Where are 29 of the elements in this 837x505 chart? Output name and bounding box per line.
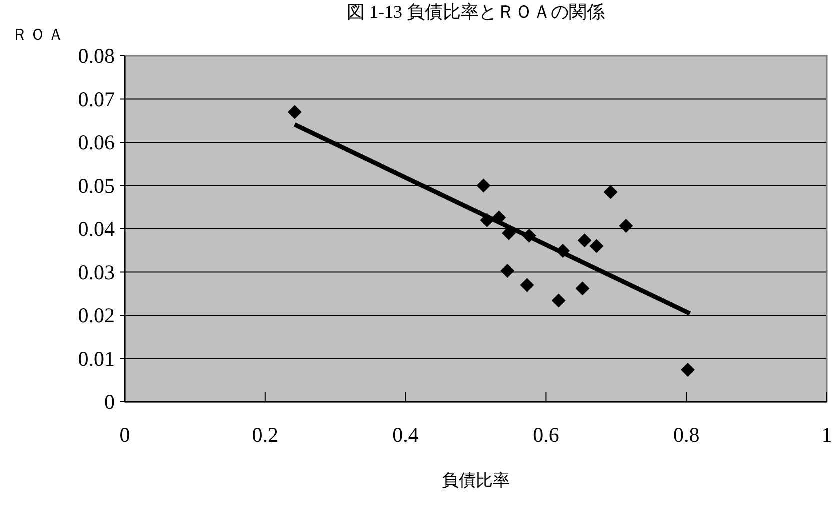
y-tick-label: 0.01 (78, 346, 115, 371)
point (476, 178, 491, 193)
x-tick-label: 0.2 (252, 423, 279, 447)
point (619, 218, 634, 233)
point (520, 278, 534, 292)
x-tick-label: 0.8 (673, 423, 700, 447)
point (576, 282, 590, 296)
y-tick-label: 0.03 (78, 260, 115, 284)
y-tick-label: 0 (104, 390, 115, 414)
point (552, 294, 566, 308)
point (578, 234, 592, 248)
x-tick-label: 1 (822, 423, 832, 447)
y-tick-label: 0.08 (78, 44, 115, 68)
y-tick-label: 0.07 (78, 87, 115, 112)
x-tick-label: 0 (120, 423, 130, 447)
chart-title: 図 1-13 負債比率とＲＯＡの関係 (347, 2, 605, 22)
x-tick-label: 0.6 (533, 423, 560, 447)
point (288, 105, 302, 120)
point (604, 185, 618, 200)
x-tick-label: 0.4 (392, 423, 420, 447)
point (500, 264, 515, 278)
y-axis-title: ＲＯＡ (12, 27, 66, 44)
y-tick-label: 0.06 (78, 130, 115, 154)
x-axis-title: 負債比率 (442, 471, 510, 490)
point (590, 239, 604, 254)
y-tick-label: 0.05 (78, 174, 115, 198)
point (681, 362, 696, 377)
y-tick-label: 0.04 (78, 217, 116, 241)
y-tick-label: 0.02 (78, 304, 115, 328)
